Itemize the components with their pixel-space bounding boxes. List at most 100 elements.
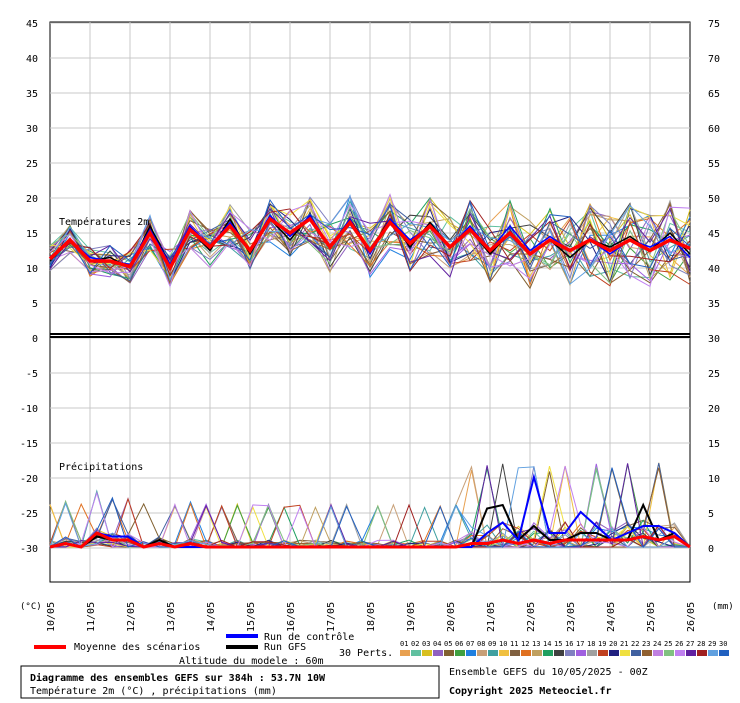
perturbation-legend-number: 14 xyxy=(543,640,551,648)
perturbation-legend: 01 02 03 04 05 06 07 08 09 10 11 12 13 14 15 16 17 18 19 20… xyxy=(400,640,729,656)
legend-perts-label: 30 Perts. xyxy=(339,648,393,659)
left-tick-label: 10 xyxy=(26,264,38,275)
left-tick-label: -20 xyxy=(20,474,38,485)
run-credit: Ensemble GEFS du 10/05/2025 - 00Z xyxy=(449,667,648,678)
date-tick-label: 24/05 xyxy=(606,602,617,632)
date-tick-label: 26/05 xyxy=(686,602,697,632)
date-tick-label: 23/05 xyxy=(566,602,577,632)
temperature-section-label: Températures 2m xyxy=(59,216,149,228)
left-tick-label: 40 xyxy=(26,54,38,65)
perturbation-legend-number: 28 xyxy=(697,640,705,648)
perturbation-legend-number: 05 xyxy=(444,640,452,648)
temperature-member-line xyxy=(49,203,691,288)
left-tick-label: -5 xyxy=(26,369,38,380)
perturbation-legend-number: 16 xyxy=(565,640,573,648)
date-tick-label: 13/05 xyxy=(166,602,177,632)
perturbation-legend-swatch xyxy=(642,650,652,656)
right-tick-label: 30 xyxy=(708,334,720,345)
perturbation-legend-swatch xyxy=(664,650,674,656)
precipitation-section-label: Précipitations xyxy=(59,461,143,473)
date-tick-label: 14/05 xyxy=(206,602,217,632)
temperature-member-line xyxy=(49,193,691,273)
title-box xyxy=(20,665,440,699)
right-unit-label: (mm) xyxy=(712,602,734,612)
perturbation-legend-number: 30 xyxy=(719,640,727,648)
legend-gfs-label: Run GFS xyxy=(264,642,306,653)
right-tick-label: 70 xyxy=(708,54,720,65)
perturbation-legend-number: 27 xyxy=(686,640,694,648)
precipitation-mean-line xyxy=(49,531,691,549)
perturbation-legend-swatch xyxy=(565,650,575,656)
perturbation-legend-swatch xyxy=(554,650,564,656)
perturbation-legend-number: 06 xyxy=(455,640,463,648)
perturbation-legend-swatch xyxy=(675,650,685,656)
date-tick-label: 25/05 xyxy=(646,602,657,632)
perturbation-legend-swatch xyxy=(444,650,454,656)
perturbation-legend-swatch xyxy=(653,650,663,656)
perturbation-legend-swatch xyxy=(598,650,608,656)
left-tick-label: 30 xyxy=(26,124,38,135)
series-layer xyxy=(48,193,691,549)
perturbation-legend-number: 08 xyxy=(477,640,485,648)
perturbation-legend-number: 18 xyxy=(587,640,595,648)
date-tick-label: 16/05 xyxy=(286,602,297,632)
perturbation-legend-swatch xyxy=(620,650,630,656)
altitude-label: Altitude du modele : 60m xyxy=(179,656,324,667)
date-tick-label: 17/05 xyxy=(326,602,337,632)
date-tick-label: 15/05 xyxy=(246,602,257,632)
perturbation-legend-number: 17 xyxy=(576,640,584,648)
perturbation-legend-number: 25 xyxy=(664,640,672,648)
perturbation-legend-swatch xyxy=(576,650,586,656)
perturbation-legend-swatch xyxy=(488,650,498,656)
perturbation-legend-swatch xyxy=(400,650,410,656)
legend-control-label: Run de contrôle xyxy=(264,631,354,643)
right-tick-label: 55 xyxy=(708,159,720,170)
left-unit-label: (°C) xyxy=(20,602,42,612)
date-tick-label: 21/05 xyxy=(486,602,497,632)
copyright-credit: Copyright 2025 Meteociel.fr xyxy=(449,685,612,697)
perturbation-legend-number: 21 xyxy=(620,640,628,648)
left-tick-label: -10 xyxy=(20,404,38,415)
perturbation-legend-number: 29 xyxy=(708,640,716,648)
date-tick-label: 18/05 xyxy=(366,602,377,632)
left-tick-label: -30 xyxy=(20,544,38,555)
perturbation-legend-number: 10 xyxy=(499,640,507,648)
left-tick-label: 15 xyxy=(26,229,38,240)
perturbation-legend-swatch xyxy=(609,650,619,656)
perturbation-legend-number: 24 xyxy=(653,640,661,648)
perturbation-legend-swatch xyxy=(697,650,707,656)
temperature-member-line xyxy=(49,196,691,278)
right-tick-label: 0 xyxy=(708,544,714,555)
perturbation-legend-number: 19 xyxy=(598,640,606,648)
left-tick-label: 20 xyxy=(26,194,38,205)
left-tick-label: 25 xyxy=(26,159,38,170)
right-tick-label: 45 xyxy=(708,229,720,240)
temperature-mean-line xyxy=(48,216,691,272)
legend: Moyenne des scénarios Run de contrôle Ru… xyxy=(34,631,729,667)
right-tick-label: 15 xyxy=(708,439,720,450)
perturbation-legend-number: 12 xyxy=(521,640,529,648)
perturbation-legend-swatch xyxy=(587,650,597,656)
date-tick-label: 22/05 xyxy=(526,602,537,632)
date-tick-label: 20/05 xyxy=(446,602,457,632)
perturbation-legend-number: 11 xyxy=(510,640,518,648)
perturbation-legend-swatch xyxy=(521,650,531,656)
precipitation-member-line xyxy=(49,467,690,548)
left-axis-ticks: 45 40 35 30 25 20 15 10 5 0 -5 -10 -15 -20 -25 -30 xyxy=(20,19,38,555)
right-tick-label: 20 xyxy=(708,404,720,415)
grid xyxy=(49,21,691,583)
perturbation-legend-swatch xyxy=(411,650,421,656)
perturbation-legend-swatch xyxy=(543,650,553,656)
perturbation-legend-swatch xyxy=(719,650,729,656)
perturbation-legend-swatch xyxy=(466,650,476,656)
date-tick-label: 11/05 xyxy=(86,602,97,632)
perturbation-legend-swatch xyxy=(433,650,443,656)
perturbation-legend-number: 23 xyxy=(642,640,650,648)
perturbation-legend-number: 20 xyxy=(609,640,617,648)
perturbation-legend-swatch xyxy=(477,650,487,656)
perturbation-legend-swatch xyxy=(422,650,432,656)
right-tick-label: 65 xyxy=(708,89,720,100)
